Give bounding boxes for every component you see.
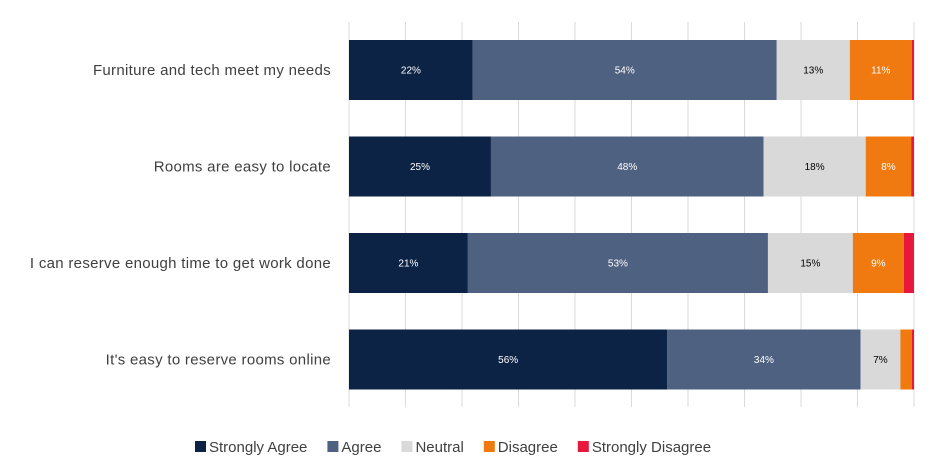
bar-value-label: 21% xyxy=(398,259,418,270)
bar-segment xyxy=(865,136,912,197)
legend-label: Strongly Disagree xyxy=(592,439,711,456)
bar-segment xyxy=(911,136,914,197)
bar-segment xyxy=(349,40,473,100)
bar-value-label: 53% xyxy=(608,259,628,270)
bar-segment xyxy=(763,136,866,197)
bar-segment xyxy=(849,40,912,100)
bar-segment xyxy=(911,329,914,390)
bar-value-label: 8% xyxy=(881,162,896,173)
bar-value-label: 13% xyxy=(803,66,823,77)
bar-segment xyxy=(349,233,468,293)
bar-value-label: 7% xyxy=(873,355,888,366)
legend-swatch xyxy=(483,441,495,452)
bar-segment xyxy=(900,329,912,390)
bar-segment xyxy=(852,233,904,293)
legend-swatch xyxy=(401,441,413,452)
legend-swatch xyxy=(195,441,206,452)
bar-segment xyxy=(490,136,764,197)
bar-segment xyxy=(472,40,777,100)
bar-segment xyxy=(767,233,853,293)
bar-segment xyxy=(667,329,861,390)
bar-segment xyxy=(467,233,768,293)
bar-segment xyxy=(349,329,668,390)
category-label: Rooms are easy to locate xyxy=(154,159,331,176)
legend: Strongly Agree Agree Neutral Disagree Strong… xyxy=(195,439,711,456)
legend-label: Neutral xyxy=(415,439,463,456)
bar-value-label: 11% xyxy=(871,66,890,77)
bar-value-label: 54% xyxy=(615,66,635,77)
legend-label: Agree xyxy=(341,439,381,456)
bar-value-label: 56% xyxy=(498,355,518,366)
bar-value-label: 34% xyxy=(754,355,774,366)
category-label: It's easy to reserve rooms online xyxy=(106,352,331,369)
bar-segment xyxy=(911,40,914,100)
bars: 22% 54% 13% 11% 25% 48% 18% 8% 21% 53% 15% 9% 56% 34%… xyxy=(349,40,914,390)
legend-label: Strongly Agree xyxy=(209,439,307,456)
bar-segment xyxy=(776,40,850,100)
bar-value-label: 9% xyxy=(871,259,886,270)
category-label: I can reserve enough time to get work do… xyxy=(30,255,331,272)
bar-segment xyxy=(903,233,914,293)
category-labels: Furniture and tech meet my needs Rooms ar… xyxy=(30,62,331,369)
legend-label: Disagree xyxy=(498,439,558,456)
bar-value-label: 48% xyxy=(617,162,637,173)
bar-segment xyxy=(349,136,491,197)
category-label: Furniture and tech meet my needs xyxy=(93,62,331,79)
bar-value-label: 18% xyxy=(805,162,825,173)
bar-segment xyxy=(860,329,901,390)
bar-value-label: 25% xyxy=(410,162,430,173)
legend-swatch xyxy=(577,441,589,452)
bar-value-label: 22% xyxy=(401,66,421,77)
bar-value-label: 15% xyxy=(800,259,820,270)
legend-swatch xyxy=(327,441,339,452)
